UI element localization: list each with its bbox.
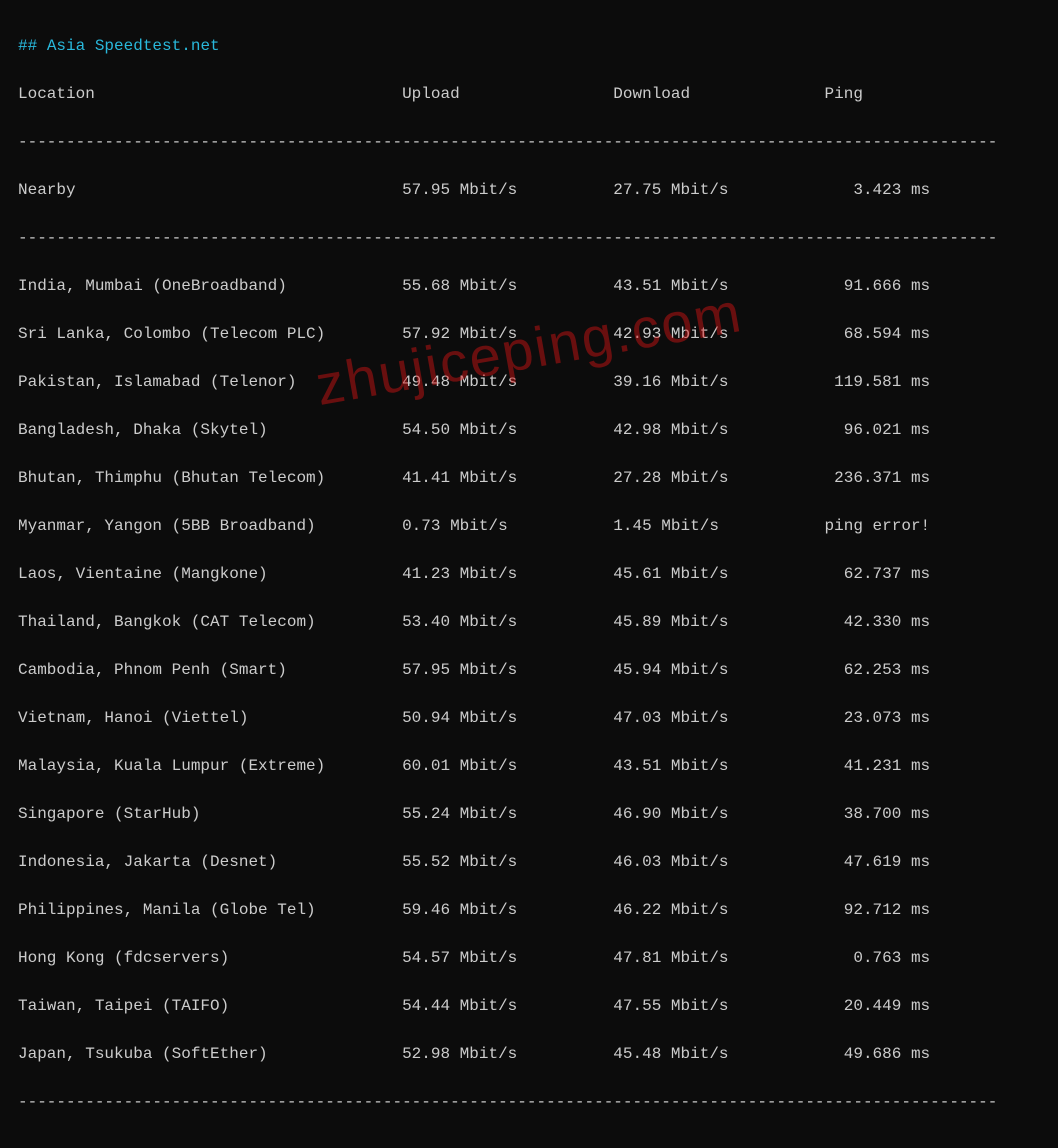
table-row: Singapore (StarHub) 55.24 Mbit/s 46.90 M… <box>18 802 1040 826</box>
table-row: Thailand, Bangkok (CAT Telecom) 53.40 Mb… <box>18 610 1040 634</box>
divider: ----------------------------------------… <box>18 226 1040 250</box>
nearby-row: Nearby 57.95 Mbit/s 27.75 Mbit/s 3.423 m… <box>18 178 1040 202</box>
table-row: Indonesia, Jakarta (Desnet) 55.52 Mbit/s… <box>18 850 1040 874</box>
table-row: Japan, Tsukuba (SoftEther) 52.98 Mbit/s … <box>18 1042 1040 1066</box>
table-row: India, Mumbai (OneBroadband) 55.68 Mbit/… <box>18 274 1040 298</box>
title-prefix: ## <box>18 37 47 55</box>
table-row: Pakistan, Islamabad (Telenor) 49.48 Mbit… <box>18 370 1040 394</box>
table-row: Sri Lanka, Colombo (Telecom PLC) 57.92 M… <box>18 322 1040 346</box>
table-row: Vietnam, Hanoi (Viettel) 50.94 Mbit/s 47… <box>18 706 1040 730</box>
title-text: Asia Speedtest.net <box>47 37 220 55</box>
table-row: Cambodia, Phnom Penh (Smart) 57.95 Mbit/… <box>18 658 1040 682</box>
table-row: Philippines, Manila (Globe Tel) 59.46 Mb… <box>18 898 1040 922</box>
table-row: Bangladesh, Dhaka (Skytel) 54.50 Mbit/s … <box>18 418 1040 442</box>
terminal-output: ## Asia Speedtest.net Location Upload Do… <box>0 0 1058 1148</box>
table-row: Taiwan, Taipei (TAIFO) 54.44 Mbit/s 47.5… <box>18 994 1040 1018</box>
table-row: Hong Kong (fdcservers) 54.57 Mbit/s 47.8… <box>18 946 1040 970</box>
divider: ----------------------------------------… <box>18 1090 1040 1114</box>
divider: ----------------------------------------… <box>18 130 1040 154</box>
table-row: Malaysia, Kuala Lumpur (Extreme) 60.01 M… <box>18 754 1040 778</box>
table-row: Myanmar, Yangon (5BB Broadband) 0.73 Mbi… <box>18 514 1040 538</box>
header-row: Location Upload Download Ping <box>18 82 1040 106</box>
table-row: Laos, Vientaine (Mangkone) 41.23 Mbit/s … <box>18 562 1040 586</box>
table-row: Bhutan, Thimphu (Bhutan Telecom) 41.41 M… <box>18 466 1040 490</box>
section-title: ## Asia Speedtest.net <box>18 37 220 55</box>
